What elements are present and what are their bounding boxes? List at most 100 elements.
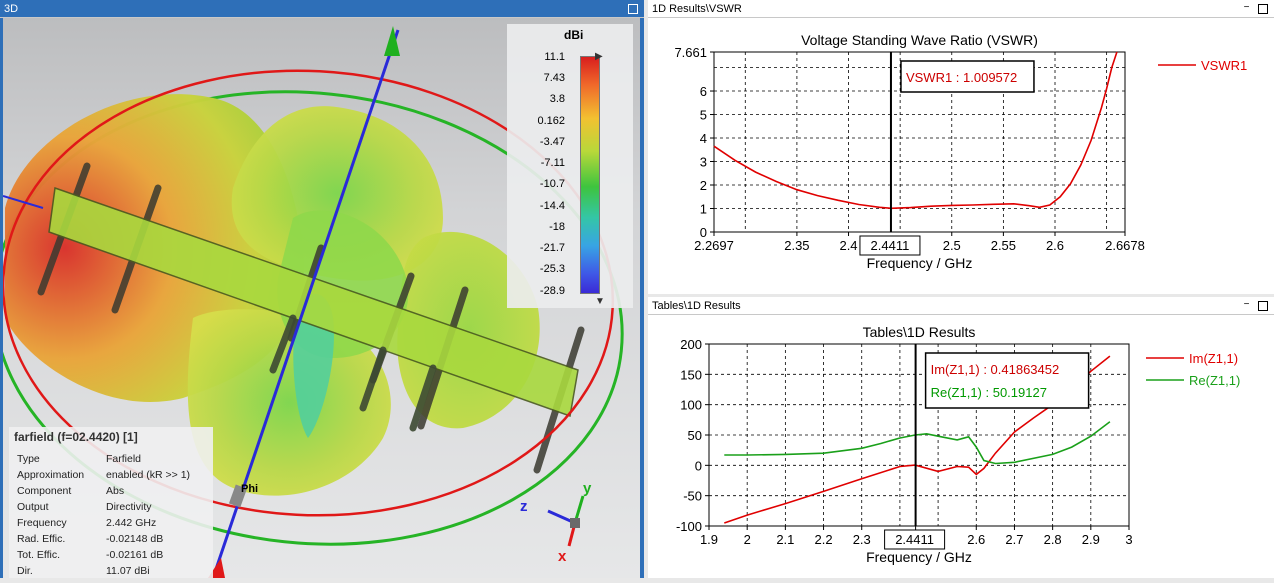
x-tick-label: 2.3 xyxy=(853,532,871,547)
x-axis-label: x xyxy=(558,548,566,565)
vswr-title: 1D Results\VSWR xyxy=(652,3,742,15)
vswr-titlebar[interactable]: 1D Results\VSWR − xyxy=(648,0,1274,18)
info-value: 11.07 dBi xyxy=(106,565,150,577)
info-value: enabled (kR >> 1) xyxy=(106,469,190,481)
y-tick-label: 3 xyxy=(700,155,707,170)
farfield-3d-view[interactable]: dBi ▶ ▼ 11.1 7.43 3.8 0.162 -3.47 -7.11 … xyxy=(3,18,640,578)
info-row: Dir.11.07 dBi xyxy=(17,565,33,577)
x-axis-label: Frequency / GHz xyxy=(866,549,972,565)
colorbar-tick: -18 xyxy=(515,221,565,233)
tables-title: Tables\1D Results xyxy=(652,300,741,312)
colorbar-tick: -21.7 xyxy=(515,242,565,254)
legend-label: Im(Z1,1) xyxy=(1189,351,1238,366)
tables-titlebar[interactable]: Tables\1D Results − xyxy=(648,297,1274,315)
y-tick-label: 0 xyxy=(695,458,702,473)
x-tick-label: 2.6 xyxy=(1046,238,1064,253)
colorbar-tick: -14.4 xyxy=(515,200,565,212)
x-tick-label: 3 xyxy=(1125,532,1132,547)
info-key: Type xyxy=(17,453,40,465)
x-tick-label: 2.6678 xyxy=(1105,238,1145,253)
colorbar-tick: -10.7 xyxy=(515,178,565,190)
colorbar xyxy=(580,56,600,294)
colorbar-max-arrow-icon[interactable]: ▶ xyxy=(595,51,603,62)
colorbar-tick: -7.11 xyxy=(515,157,565,169)
y-tick-label: 2 xyxy=(700,178,707,193)
colorbar-tick: 0.162 xyxy=(515,115,565,127)
info-key: Component xyxy=(17,485,71,497)
legend-label: VSWR1 xyxy=(1201,58,1247,73)
colorbar-tick: -25.3 xyxy=(515,263,565,275)
y-tick-label: 5 xyxy=(700,108,707,123)
y-tick-label: 1 xyxy=(700,202,707,217)
colorbar-tick: 11.1 xyxy=(515,51,565,63)
colorbar-unit: dBi xyxy=(564,28,583,42)
y-tick-label: 6 xyxy=(700,84,707,99)
y-axis-label: y xyxy=(583,480,591,497)
minimize-icon[interactable]: − xyxy=(1241,300,1252,311)
orientation-gizmo xyxy=(548,496,583,546)
info-key: Frequency xyxy=(17,517,67,529)
maximize-icon[interactable] xyxy=(1258,301,1268,311)
x-tick-label: 2.7 xyxy=(1005,532,1023,547)
x-tick-label: 2.6 xyxy=(967,532,985,547)
info-row: Rad. Effic.-0.02148 dB xyxy=(17,533,65,545)
x-tick-label: 1.9 xyxy=(700,532,718,547)
x-tick-label: 2.8 xyxy=(1044,532,1062,547)
colorbar-min-arrow-icon[interactable]: ▼ xyxy=(595,296,605,307)
x-tick-label: 2.1 xyxy=(776,532,794,547)
phi-label: Phi xyxy=(241,483,258,495)
y-tick-label: 100 xyxy=(680,398,702,413)
info-value: Directivity xyxy=(106,501,152,513)
info-value: Farfield xyxy=(106,453,141,465)
marker-x-label: 2.4411 xyxy=(895,532,934,547)
x-tick-label: 2.5 xyxy=(943,238,961,253)
colorbar-tick: -28.9 xyxy=(515,285,565,297)
marker-label: Re(Z1,1) : 50.19127 xyxy=(931,385,1047,400)
info-key: Tot. Effic. xyxy=(17,549,60,561)
view3d-border-right xyxy=(640,18,644,578)
info-value: Abs xyxy=(106,485,124,497)
x-tick-label: 2.9 xyxy=(1082,532,1100,547)
info-value: -0.02161 dB xyxy=(106,549,163,561)
marker-label: Im(Z1,1) : 0.41863452 xyxy=(931,362,1060,377)
marker-label: VSWR1 : 1.009572 xyxy=(906,70,1017,85)
legend-label: Re(Z1,1) xyxy=(1189,373,1240,388)
series-line xyxy=(724,422,1110,464)
y-tick-label: -100 xyxy=(676,519,702,534)
minimize-icon[interactable]: − xyxy=(1241,3,1252,14)
x-tick-label: 2.2697 xyxy=(694,238,734,253)
y-tick-label: 4 xyxy=(700,131,707,146)
info-title: farfield (f=02.4420) [1] xyxy=(14,430,138,444)
info-key: Rad. Effic. xyxy=(17,533,65,545)
view3d-titlebar[interactable]: 3D xyxy=(0,0,644,18)
info-key: Approximation xyxy=(17,469,84,481)
info-row: Tot. Effic.-0.02161 dB xyxy=(17,549,60,561)
x-tick-label: 2.2 xyxy=(815,532,833,547)
colorbar-tick: 7.43 xyxy=(515,72,565,84)
colorbar-legend: dBi ▶ ▼ 11.1 7.43 3.8 0.162 -3.47 -7.11 … xyxy=(507,24,633,308)
vswr-chart: Voltage Standing Wave Ratio (VSWR) 2.2697… xyxy=(648,18,1274,294)
maximize-icon[interactable] xyxy=(1258,4,1268,14)
x-axis-label: Frequency / GHz xyxy=(867,255,973,271)
chart-title: Voltage Standing Wave Ratio (VSWR) xyxy=(801,32,1038,48)
maximize-icon[interactable] xyxy=(628,4,638,14)
vswr-chart-panel[interactable]: Voltage Standing Wave Ratio (VSWR) 2.2697… xyxy=(648,18,1274,294)
y-tick-label: 150 xyxy=(680,367,702,382)
info-value: 2.442 GHz xyxy=(106,517,156,529)
colorbar-tick: -3.47 xyxy=(515,136,565,148)
z-axis-label: z xyxy=(520,498,528,515)
chart-title: Tables\1D Results xyxy=(863,324,976,340)
view3d-title: 3D xyxy=(4,3,18,15)
colorbar-tick: 3.8 xyxy=(515,93,565,105)
x-tick-label: 2.4 xyxy=(839,238,857,253)
y-tick-label: 200 xyxy=(680,337,702,352)
y-tick-label: -50 xyxy=(683,489,702,504)
